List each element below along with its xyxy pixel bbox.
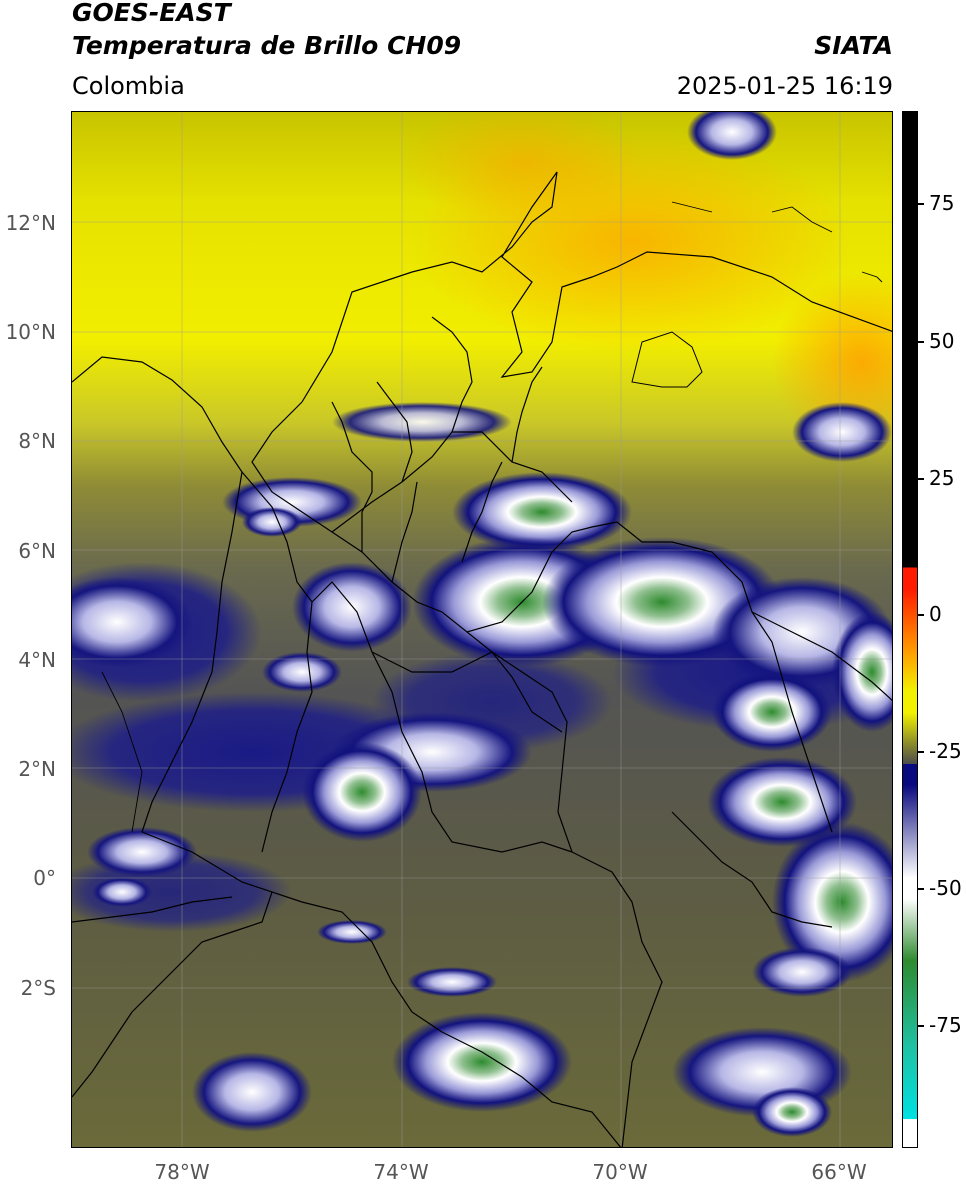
colorbar-tick: [918, 341, 924, 343]
region-label: Colombia: [72, 72, 185, 100]
colorbar-label-75: 75: [929, 191, 955, 215]
colorbar-tick: [918, 888, 924, 890]
colorbar-tick: [918, 478, 924, 480]
lon-label-70W: 70°W: [592, 1160, 648, 1184]
satellite-title: GOES-EAST: [72, 0, 231, 27]
lat-label-2S: 2°S: [20, 976, 56, 1000]
brightness-temperature-image: [72, 112, 892, 1147]
satellite-map[interactable]: [71, 111, 893, 1148]
colorbar: [902, 111, 918, 1148]
colorbar-label-neg75: -75: [929, 1013, 962, 1037]
colorbar-label-neg25: -25: [929, 739, 962, 763]
lon-label-74W: 74°W: [373, 1160, 429, 1184]
lon-label-78W: 78°W: [154, 1160, 210, 1184]
colorbar-label-neg50: -50: [929, 876, 962, 900]
colorbar-tick: [918, 1025, 924, 1027]
product-title: Temperatura de Brillo CH09: [72, 31, 462, 60]
colorbar-label-50: 50: [929, 329, 955, 353]
colorbar-label-0: 0: [929, 602, 942, 626]
lon-label-66W: 66°W: [811, 1160, 867, 1184]
colorbar-label-25: 25: [929, 466, 955, 490]
lat-label-10N: 10°N: [5, 320, 56, 344]
lat-label-12N: 12°N: [5, 211, 56, 235]
lat-label-2N: 2°N: [18, 757, 56, 781]
colorbar-tick: [918, 203, 924, 205]
colorbar-tick: [918, 614, 924, 616]
lat-label-6N: 6°N: [18, 539, 56, 563]
timestamp-label: 2025-01-25 16:19: [676, 72, 893, 100]
colorbar-tick: [918, 751, 924, 753]
lat-label-0: 0°: [33, 866, 56, 890]
lat-label-8N: 8°N: [18, 429, 56, 453]
coastline-lines: [72, 171, 892, 1147]
graticule-grid: [72, 112, 892, 1147]
organization-label: SIATA: [814, 31, 893, 60]
lat-label-4N: 4°N: [18, 648, 56, 672]
